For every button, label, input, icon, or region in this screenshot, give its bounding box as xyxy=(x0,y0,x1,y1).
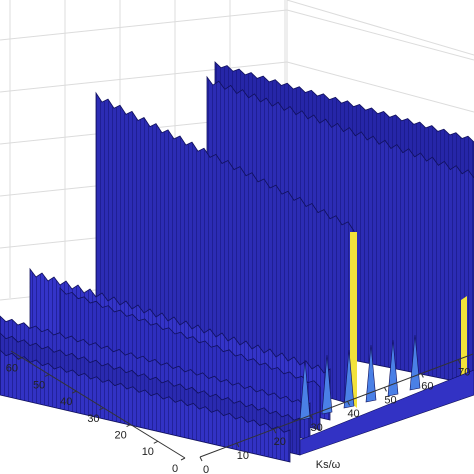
y-tick xyxy=(180,457,186,461)
x-tick xyxy=(457,359,461,364)
surface-spike xyxy=(409,334,421,391)
surface-spike xyxy=(387,339,399,397)
x-tick xyxy=(310,415,314,420)
x-tick xyxy=(199,456,203,462)
surface-mesh xyxy=(0,350,290,462)
x-axis-line xyxy=(199,353,474,458)
surface-front xyxy=(299,369,474,456)
x-axis-label: Ks/ω xyxy=(316,459,341,471)
y-tick-label: 30 xyxy=(87,413,99,425)
x-tick xyxy=(273,428,277,434)
surface-spike xyxy=(365,344,377,403)
x-tick-label: 50 xyxy=(384,394,396,406)
y-tick-label: 50 xyxy=(33,379,45,391)
highlight xyxy=(461,296,467,390)
x-tick-label: 70 xyxy=(458,366,470,378)
axes: 0 10 20 30 40 50 60 70 0 10 20 30 40 50 60 xyxy=(6,350,474,474)
surface xyxy=(0,61,474,463)
x-tick-label: 40 xyxy=(347,408,359,420)
x-tick xyxy=(384,387,387,392)
back-grid-line xyxy=(0,9,288,41)
y-tick xyxy=(153,440,159,444)
y-tick xyxy=(126,424,131,428)
y-tick xyxy=(72,390,77,394)
y-tick-label: 20 xyxy=(115,429,127,441)
surface-spike xyxy=(299,359,311,421)
back-grid-line xyxy=(286,9,474,61)
y-tick xyxy=(99,407,104,411)
y-axis-line xyxy=(10,350,186,459)
x-tick xyxy=(347,401,351,406)
y-tick-label: 60 xyxy=(6,363,18,375)
y-tick-label: 10 xyxy=(142,446,154,458)
x-tick xyxy=(420,373,424,378)
x-tick-label: 0 xyxy=(203,464,209,474)
y-tick xyxy=(44,373,50,377)
back-grid-line xyxy=(0,61,288,93)
y-tick-label: 0 xyxy=(172,463,178,474)
x-tick-label: 20 xyxy=(274,436,286,448)
y-tick xyxy=(17,357,23,361)
x-tick-label: 10 xyxy=(237,450,249,462)
x-tick xyxy=(236,442,240,448)
y-tick-label: 40 xyxy=(60,396,72,408)
surface-spike xyxy=(321,354,333,415)
back-grid-line xyxy=(286,61,474,113)
surface-spike xyxy=(343,349,355,409)
x-tick-label: 60 xyxy=(421,380,433,392)
x-tick-label: 30 xyxy=(311,422,323,434)
highlight xyxy=(350,232,357,408)
box-edge xyxy=(286,0,474,56)
